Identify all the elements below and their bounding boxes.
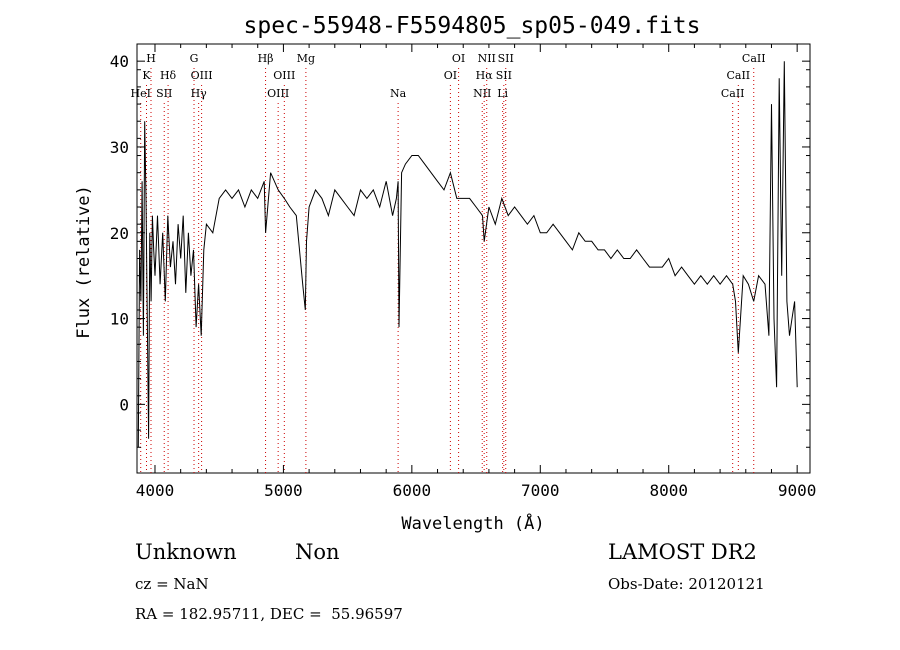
spectral-line-label: OIII bbox=[267, 87, 289, 100]
spectral-line-label: Na bbox=[390, 87, 407, 100]
spectral-line-label: Hγ bbox=[191, 87, 208, 100]
spectral-line-label: CaII bbox=[742, 52, 766, 65]
spectral-line-label: K bbox=[142, 69, 151, 82]
redshift-cz: cz = NaN bbox=[135, 575, 209, 593]
ra-dec-coordinates: RA = 182.95711, DEC = 55.96597 bbox=[135, 605, 403, 623]
spectral-line-label: CaII bbox=[726, 69, 750, 82]
spectral-line-label: OI bbox=[444, 69, 457, 82]
spectral-line-label: Mg bbox=[297, 52, 315, 65]
spectral-subclass: Non bbox=[295, 540, 340, 564]
survey-name: LAMOST DR2 bbox=[608, 540, 757, 564]
plot-frame bbox=[136, 43, 811, 474]
x-axis-ticks: 4000 5000 6000 7000 8000 9000 bbox=[136, 44, 817, 500]
spectral-line-label: SII bbox=[496, 69, 512, 82]
spectral-line-label: OIII bbox=[191, 69, 213, 82]
y-tick-label: 30 bbox=[110, 138, 129, 157]
spectral-line-label: OIII bbox=[273, 69, 295, 82]
x-tick-label: 5000 bbox=[264, 481, 303, 500]
spectral-line-label: Hδ bbox=[160, 69, 177, 82]
y-tick-label: 10 bbox=[110, 310, 129, 329]
spectral-line-label: Hβ bbox=[258, 52, 274, 65]
spectral-line-label: CaII bbox=[721, 87, 745, 100]
x-tick-label: 7000 bbox=[521, 481, 560, 500]
spectral-line-label: SII bbox=[156, 87, 172, 100]
spectral-line-label: OI bbox=[452, 52, 465, 65]
y-axis-label: Flux (relative) bbox=[74, 185, 94, 339]
x-tick-label: 4000 bbox=[136, 481, 175, 500]
spectral-line-label: Hα bbox=[476, 69, 494, 82]
spectral-line-label: SII bbox=[498, 52, 514, 65]
spectral-line-label: G bbox=[190, 52, 199, 65]
y-tick-label: 0 bbox=[119, 395, 129, 414]
spectral-class: Unknown bbox=[135, 540, 237, 564]
observation-date: Obs-Date: 20120121 bbox=[608, 575, 765, 593]
y-tick-label: 40 bbox=[110, 52, 129, 71]
spectral-line-label: NII bbox=[478, 52, 496, 65]
y-axis-ticks: 0 10 20 30 40 bbox=[110, 52, 810, 448]
y-tick-label: 20 bbox=[110, 224, 129, 243]
spectral-line-label: Li bbox=[497, 87, 508, 100]
x-tick-label: 9000 bbox=[778, 481, 817, 500]
x-tick-label: 8000 bbox=[649, 481, 688, 500]
chart-title: spec-55948-F5594805_sp05-049.fits bbox=[244, 13, 701, 39]
line-marker-labels: HeIKHSIIHδGHγOIIIHβOIIIOIIIMgNaOIOINIIHα… bbox=[130, 52, 765, 100]
x-axis-label: Wavelength (Å) bbox=[401, 512, 544, 534]
spectral-line-label: HeI bbox=[130, 87, 150, 100]
line-markers bbox=[140, 68, 755, 473]
spectral-line-label: NII bbox=[473, 87, 491, 100]
spectrum-line bbox=[137, 61, 798, 448]
spectral-line-label: H bbox=[146, 52, 156, 65]
x-tick-label: 6000 bbox=[393, 481, 432, 500]
